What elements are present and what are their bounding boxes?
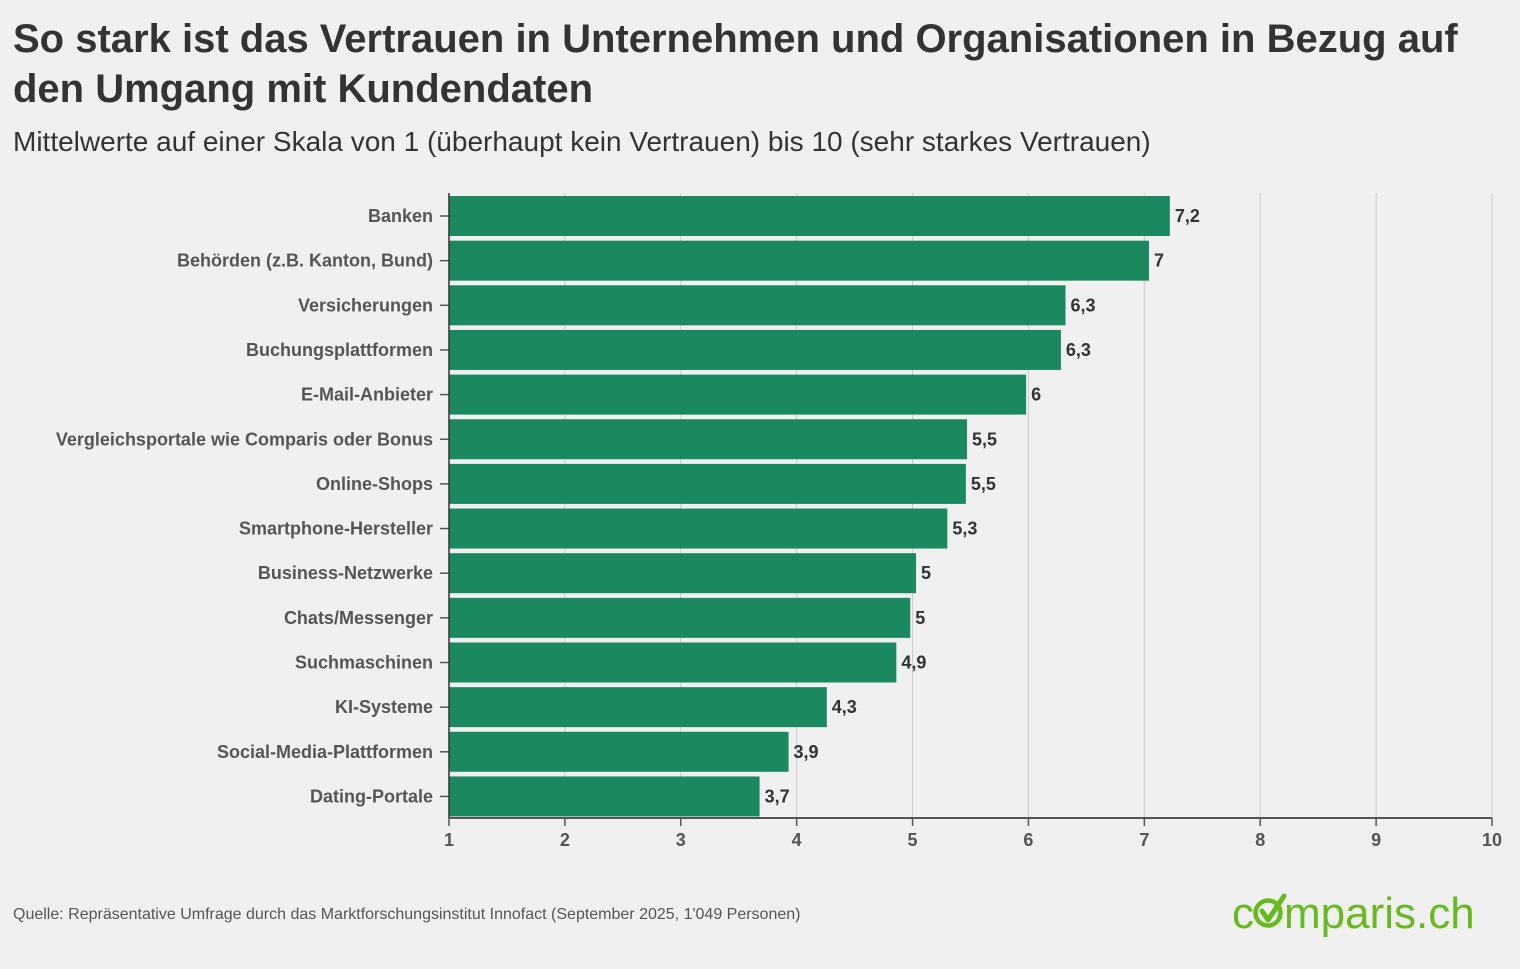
- value-label: 7: [1154, 251, 1164, 271]
- chart-subtitle: Mittelwerte auf einer Skala von 1 (überh…: [13, 126, 1151, 157]
- category-label: Online-Shops: [316, 474, 433, 494]
- bar: [449, 463, 966, 504]
- bar: [449, 597, 911, 638]
- x-tick-label: 4: [792, 830, 802, 850]
- category-label: KI-Systeme: [335, 697, 433, 717]
- category-label: Dating-Portale: [310, 786, 433, 806]
- value-label: 7,2: [1175, 206, 1200, 226]
- category-label: Social-Media-Plattformen: [217, 742, 433, 762]
- x-tick-label: 3: [676, 830, 686, 850]
- category-label: Behörden (z.B. Kanton, Bund): [177, 251, 433, 271]
- source-note: Quelle: Repräsentative Umfrage durch das…: [13, 906, 801, 923]
- category-label: Vergleichsportale wie Comparis oder Bonu…: [56, 429, 433, 449]
- bar: [449, 731, 789, 772]
- bar: [449, 419, 968, 460]
- bar-chart: Banken 7,2 Behörden (z.B. Kanton, Bund) 7 Ve…: [56, 193, 1502, 850]
- value-label: 3,7: [765, 786, 790, 806]
- category-label: Versicherungen: [298, 295, 433, 315]
- category-label: Chats/Messenger: [284, 608, 433, 628]
- value-label: 4,3: [832, 697, 857, 717]
- x-tick-label: 9: [1371, 830, 1381, 850]
- logo-check-icon: [1253, 893, 1287, 928]
- bar: [449, 508, 948, 549]
- comparis-logo[interactable]: c mparis.ch: [1232, 884, 1482, 944]
- bar: [449, 642, 897, 683]
- value-label: 5: [921, 563, 931, 583]
- value-label: 5,5: [971, 474, 996, 494]
- value-label: 6: [1031, 385, 1041, 405]
- value-label: 5,5: [972, 429, 997, 449]
- bar: [449, 553, 917, 594]
- logo-text-end: mparis.ch: [1284, 889, 1475, 938]
- value-label: 6,3: [1066, 340, 1091, 360]
- bar: [449, 776, 760, 817]
- x-tick-label: 5: [908, 830, 918, 850]
- bar: [449, 374, 1027, 415]
- category-label: Smartphone-Hersteller: [239, 519, 433, 539]
- x-tick-label: 1: [444, 830, 454, 850]
- category-label: Business-Netzwerke: [258, 563, 433, 583]
- x-tick-label: 6: [1023, 830, 1033, 850]
- bar: [449, 240, 1149, 281]
- value-label: 3,9: [794, 742, 819, 762]
- bar: [449, 687, 827, 728]
- x-tick-label: 2: [560, 830, 570, 850]
- chart-title: So stark ist das Vertrauen in Unternehme…: [13, 17, 1458, 111]
- category-label: Banken: [368, 206, 433, 226]
- category-label: Buchungsplattformen: [246, 340, 433, 360]
- x-tick-label: 10: [1482, 830, 1502, 850]
- x-tick-label: 7: [1139, 830, 1149, 850]
- value-label: 6,3: [1071, 295, 1096, 315]
- logo-text-start: c: [1232, 889, 1254, 938]
- value-label: 5,3: [952, 519, 977, 539]
- bar: [449, 196, 1170, 236]
- x-tick-label: 8: [1255, 830, 1265, 850]
- category-label: Suchmaschinen: [295, 653, 433, 673]
- value-label: 5: [915, 608, 925, 628]
- bar: [449, 329, 1061, 370]
- value-label: 4,9: [901, 653, 926, 673]
- bar: [449, 285, 1066, 326]
- category-label: E-Mail-Anbieter: [301, 385, 433, 405]
